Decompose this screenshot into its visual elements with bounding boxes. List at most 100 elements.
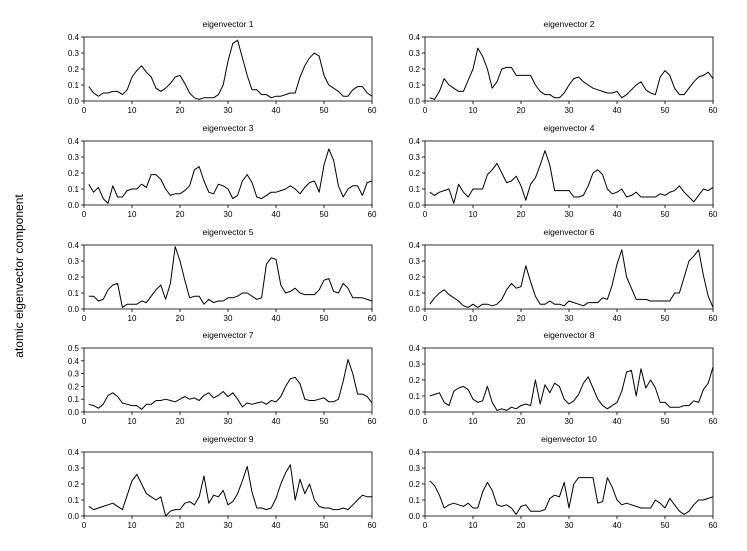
x-tick-label: 0: [82, 314, 87, 323]
x-tick-label: 30: [224, 314, 233, 323]
plot-frame: [424, 140, 714, 206]
y-tick-label: 0.1: [409, 496, 421, 505]
panel-title: eigenvector 7: [202, 330, 253, 340]
x-tick-label: 60: [368, 106, 377, 115]
x-tick-label: 60: [368, 314, 377, 323]
y-tick-label: 0.2: [68, 169, 80, 178]
x-tick-label: 30: [565, 314, 574, 323]
x-tick-label: 0: [82, 417, 87, 426]
x-tick-label: 10: [128, 417, 137, 426]
x-tick-label: 10: [128, 314, 137, 323]
y-tick-label: 0.1: [68, 496, 80, 505]
y-tick-label: 0.1: [68, 289, 80, 298]
plot-frame: [83, 451, 373, 517]
chart-panel: eigenvector 3 0.0 0.1 0.2 0.3 0.4 0 10 20 30 40 50 6…: [68, 123, 377, 219]
y-tick-label: 0.2: [409, 376, 421, 385]
x-tick-label: 10: [469, 314, 478, 323]
series-line: [429, 367, 714, 411]
panel-title: eigenvector 3: [202, 123, 253, 133]
panel-title: eigenvector 6: [543, 227, 594, 237]
y-tick-label: 0.3: [68, 464, 80, 473]
panel-title: eigenvector 8: [543, 330, 594, 340]
x-tick-label: 30: [224, 210, 233, 219]
plot-frame: [83, 244, 373, 310]
x-tick-label: 0: [423, 106, 428, 115]
y-tick-label: 0.3: [68, 370, 80, 379]
x-tick-label: 40: [272, 417, 281, 426]
y-tick-label: 0.2: [409, 169, 421, 178]
y-tick-label: 0.1: [409, 81, 421, 90]
series-line: [429, 47, 714, 100]
x-tick-label: 60: [368, 521, 377, 530]
y-tick-label: 0.2: [409, 273, 421, 282]
plot-frame: [83, 347, 373, 413]
y-tick-label: 0.1: [68, 185, 80, 194]
x-tick-label: 20: [517, 210, 526, 219]
y-tick-label: 0.3: [409, 153, 421, 162]
plot-frame: [424, 244, 714, 310]
y-tick-label: 0.4: [409, 137, 421, 146]
y-tick-label: 0.2: [68, 480, 80, 489]
y-tick-label: 0.0: [409, 201, 421, 210]
x-tick-label: 40: [613, 417, 622, 426]
x-tick-label: 30: [224, 521, 233, 530]
series-line: [429, 249, 714, 308]
chart-panel: eigenvector 5 0.0 0.1 0.2 0.3 0.4 0 10 20 30 40 50 6…: [68, 227, 377, 323]
x-tick-label: 40: [272, 210, 281, 219]
y-tick-label: 0.3: [409, 257, 421, 266]
y-tick-label: 0.0: [68, 408, 80, 417]
x-tick-label: 10: [128, 210, 137, 219]
x-tick-label: 40: [272, 521, 281, 530]
y-tick-label: 0.1: [68, 81, 80, 90]
y-tick-label: 0.1: [409, 185, 421, 194]
panel-title: eigenvector 5: [202, 227, 253, 237]
y-tick-label: 0.1: [409, 392, 421, 401]
x-tick-label: 20: [517, 521, 526, 530]
y-tick-label: 0.3: [68, 153, 80, 162]
x-tick-label: 50: [320, 210, 329, 219]
x-tick-label: 0: [423, 210, 428, 219]
series-line: [88, 148, 373, 204]
panel-title: eigenvector 4: [543, 123, 594, 133]
x-tick-label: 0: [423, 521, 428, 530]
y-tick-label: 0.4: [409, 344, 421, 353]
y-tick-label: 0.3: [409, 49, 421, 58]
x-tick-label: 0: [82, 106, 87, 115]
chart-panel: eigenvector 9 0.0 0.1 0.2 0.3 0.4 0 10 20 30 40 50 6…: [68, 434, 377, 530]
chart-panel: eigenvector 10 0.0 0.1 0.2 0.3 0.4 0 10 20 30 40 50…: [409, 434, 718, 530]
y-tick-label: 0.4: [68, 448, 80, 457]
x-tick-label: 20: [517, 417, 526, 426]
chart-panel: eigenvector 4 0.0 0.1 0.2 0.3 0.4 0 10 20 30 40 50 6…: [409, 123, 718, 219]
x-tick-label: 40: [613, 521, 622, 530]
x-tick-label: 20: [176, 417, 185, 426]
y-tick-label: 0.1: [409, 289, 421, 298]
x-tick-label: 20: [176, 210, 185, 219]
y-tick-label: 0.3: [409, 360, 421, 369]
x-tick-label: 50: [661, 314, 670, 323]
series-line: [88, 359, 373, 410]
y-tick-label: 0.1: [68, 395, 80, 404]
panel-title: eigenvector 2: [543, 19, 594, 29]
panel-title: eigenvector 10: [541, 434, 597, 444]
x-tick-label: 10: [469, 521, 478, 530]
x-tick-label: 0: [423, 417, 428, 426]
chart-panel: eigenvector 2 0.0 0.1 0.2 0.3 0.4 0 10 20 30 40 50 6…: [409, 19, 718, 115]
x-tick-label: 40: [272, 106, 281, 115]
x-tick-label: 20: [176, 314, 185, 323]
x-tick-label: 40: [272, 314, 281, 323]
x-tick-label: 30: [224, 417, 233, 426]
series-line: [429, 150, 714, 204]
figure-ylabel: atomic eigenvector component: [12, 194, 26, 358]
x-tick-label: 0: [423, 314, 428, 323]
x-tick-label: 50: [661, 210, 670, 219]
x-tick-label: 50: [661, 106, 670, 115]
x-tick-label: 0: [82, 521, 87, 530]
x-tick-label: 50: [320, 417, 329, 426]
y-tick-label: 0.4: [409, 241, 421, 250]
x-tick-label: 10: [469, 210, 478, 219]
x-tick-label: 50: [661, 521, 670, 530]
y-tick-label: 0.4: [409, 448, 421, 457]
chart-panel: eigenvector 7 0.0 0.1 0.2 0.3 0.4 0.5 0 10 20 30 40…: [68, 330, 377, 426]
chart-panel: eigenvector 6 0.0 0.1 0.2 0.3 0.4 0 10 20 30 40 50 6…: [409, 227, 718, 323]
x-tick-label: 60: [368, 417, 377, 426]
